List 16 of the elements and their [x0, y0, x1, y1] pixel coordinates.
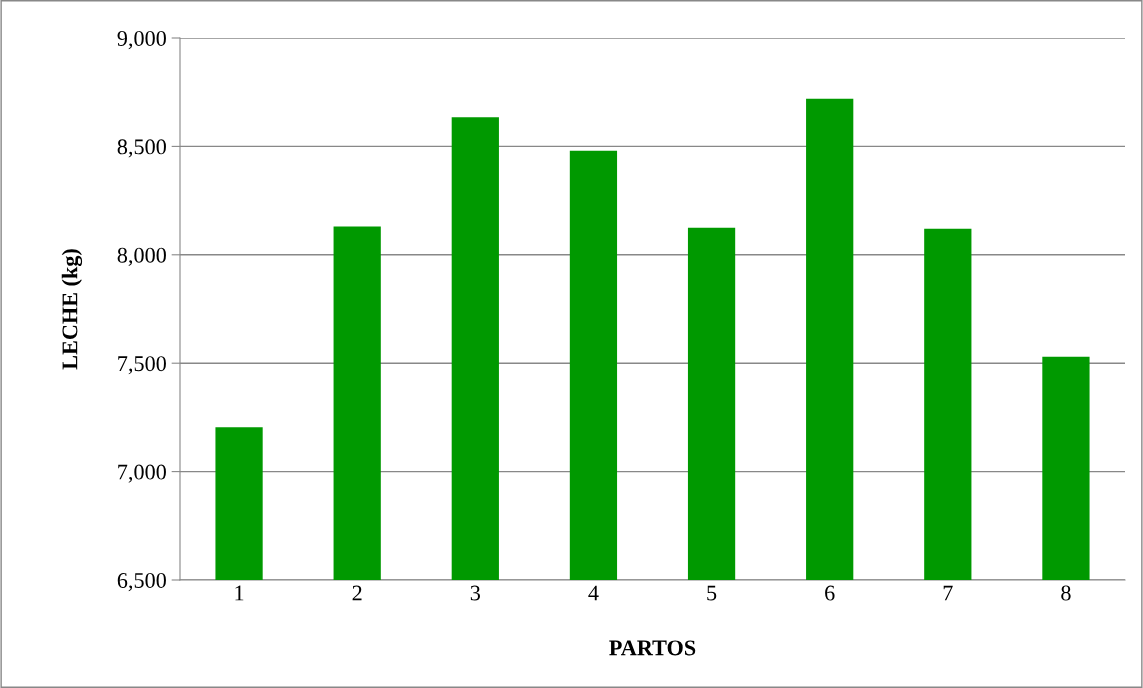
x-tick-label: 5 [707, 585, 717, 601]
y-tick-label: 8,000 [117, 247, 166, 266]
y-tick-label: 6,500 [117, 572, 166, 592]
x-tick-label: 7 [943, 585, 953, 601]
x-tick-label: 1 [235, 585, 244, 601]
y-tick-label: 9,000 [117, 30, 166, 50]
x-tick-label: 2 [352, 585, 362, 601]
y-tick-label: 7,500 [118, 356, 166, 375]
x-tick-label: 3 [470, 585, 480, 601]
y-axis-title: LECHE (kg) [61, 249, 83, 370]
x-tick-label: 6 [825, 585, 835, 601]
y-tick-label: 7,000 [118, 464, 166, 483]
x-tick-label: 8 [1061, 585, 1071, 601]
y-tick-label: 8,500 [117, 139, 166, 158]
x-axis-title: PARTOS [609, 640, 696, 656]
x-tick-label: 4 [588, 585, 599, 601]
